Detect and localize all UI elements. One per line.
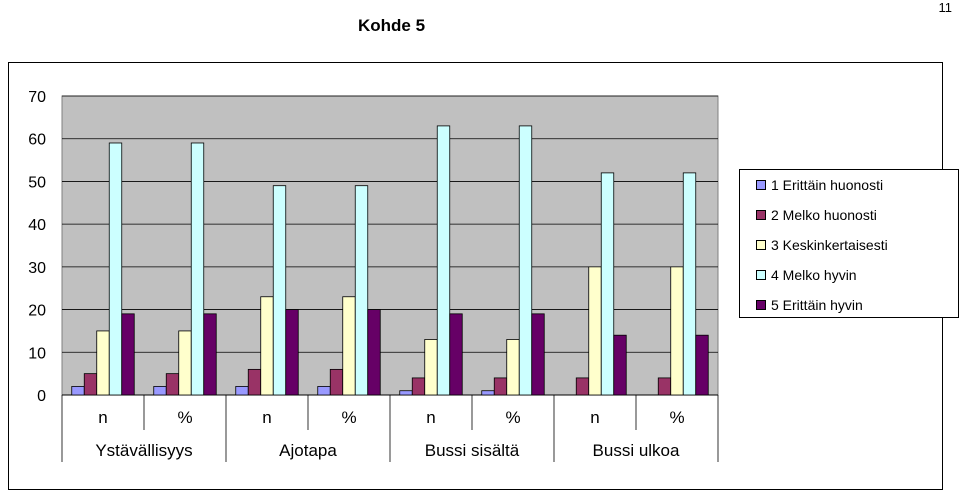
legend-item-5: 5 Erittäin hyvin: [756, 296, 863, 314]
bar-s4-c5: [436, 125, 451, 396]
bar-s3-c1: [96, 330, 110, 396]
bar-s1-c6: [481, 390, 495, 396]
bar-s2-c8: [657, 377, 672, 396]
bar-s4-c7: [600, 172, 615, 396]
bar-s4-c8: [682, 172, 697, 396]
y-tick-label-7: 70: [28, 89, 46, 106]
x-tick-label-4: %: [341, 408, 356, 427]
y-tick-label-3: 30: [28, 260, 46, 277]
y-tick-label-5: 50: [28, 174, 46, 191]
bar-s2-c3: [247, 368, 262, 396]
x-tick-label-3: n: [262, 408, 271, 427]
legend-item-3: 3 Keskinkertaisesti: [756, 236, 888, 254]
bar-s5-c4: [367, 309, 381, 396]
bar-s5-c2: [203, 313, 217, 396]
bar-s2-c1: [83, 373, 98, 396]
bar-s5-c3: [285, 309, 299, 396]
x-tick-label-8: %: [669, 408, 684, 427]
group-label-4: Bussi ulkoa: [593, 441, 680, 460]
group-label-1: Ystävällisyys: [95, 441, 192, 460]
y-tick-label-2: 20: [28, 303, 46, 320]
bar-s3-c3: [260, 296, 274, 396]
bar-s3-c8: [670, 266, 684, 396]
bar-s3-c6: [506, 339, 520, 396]
bar-s5-c8: [695, 334, 709, 396]
x-tick-label-5: n: [426, 408, 435, 427]
bar-s2-c6: [493, 377, 508, 396]
bar-s2-c2: [165, 373, 180, 396]
bar-s4-c4: [354, 185, 369, 396]
x-tick-label-2: %: [177, 408, 192, 427]
bar-s3-c4: [342, 296, 356, 396]
bar-s1-c5: [399, 390, 413, 396]
chart-legend: 1 Erittäin huonosti 2 Melko huonosti 3 Kes…: [739, 169, 959, 318]
x-tick-label-7: n: [590, 408, 599, 427]
bar-s1-c4: [317, 386, 331, 396]
bar-s4-c3: [272, 185, 287, 396]
legend-item-2: 2 Melko huonosti: [756, 206, 877, 224]
bar-s4-c1: [108, 142, 123, 396]
y-tick-label-6: 60: [28, 132, 46, 149]
legend-item-4: 4 Melko hyvin: [756, 266, 857, 284]
bar-s1-c3: [235, 386, 249, 396]
bar-s1-c2: [153, 386, 167, 396]
group-label-2: Ajotapa: [279, 441, 337, 460]
bar-s2-c7: [575, 377, 590, 396]
bar-s5-c1: [121, 313, 135, 396]
legend-label-1: 1 Erittäin huonosti: [771, 177, 884, 193]
legend-label-2: 2 Melko huonosti: [771, 207, 877, 223]
y-tick-label-1: 10: [28, 345, 46, 362]
chart-title: Kohde 5: [358, 16, 426, 35]
y-tick-label-4: 40: [28, 217, 46, 234]
y-tick-label-0: 0: [37, 388, 46, 405]
page-number: 11: [938, 0, 953, 15]
legend-swatch-5: [756, 300, 766, 310]
bar-s3-c5: [424, 339, 438, 396]
legend-swatch-1: [756, 180, 766, 190]
x-tick-label-6: %: [505, 408, 520, 427]
bar-s3-c2: [178, 330, 192, 396]
legend-label-3: 3 Keskinkertaisesti: [771, 237, 888, 253]
legend-item-1: 1 Erittäin huonosti: [756, 176, 883, 194]
bar-s4-c6: [518, 125, 533, 396]
legend-label-5: 5 Erittäin hyvin: [771, 297, 863, 313]
bar-s5-c7: [613, 334, 627, 396]
bar-s4-c2: [190, 142, 205, 396]
bar-s5-c5: [449, 313, 463, 396]
legend-swatch-3: [756, 240, 766, 250]
bar-s3-c7: [588, 266, 602, 396]
bar-s5-c6: [531, 313, 545, 396]
bar-s2-c5: [411, 377, 426, 396]
legend-swatch-2: [756, 210, 766, 220]
group-label-3: Bussi sisältä: [425, 441, 520, 460]
x-tick-label-1: n: [98, 408, 107, 427]
bar-s2-c4: [329, 368, 344, 396]
bar-s1-c1: [71, 386, 85, 396]
legend-label-4: 4 Melko hyvin: [771, 267, 857, 283]
legend-swatch-4: [756, 270, 766, 280]
